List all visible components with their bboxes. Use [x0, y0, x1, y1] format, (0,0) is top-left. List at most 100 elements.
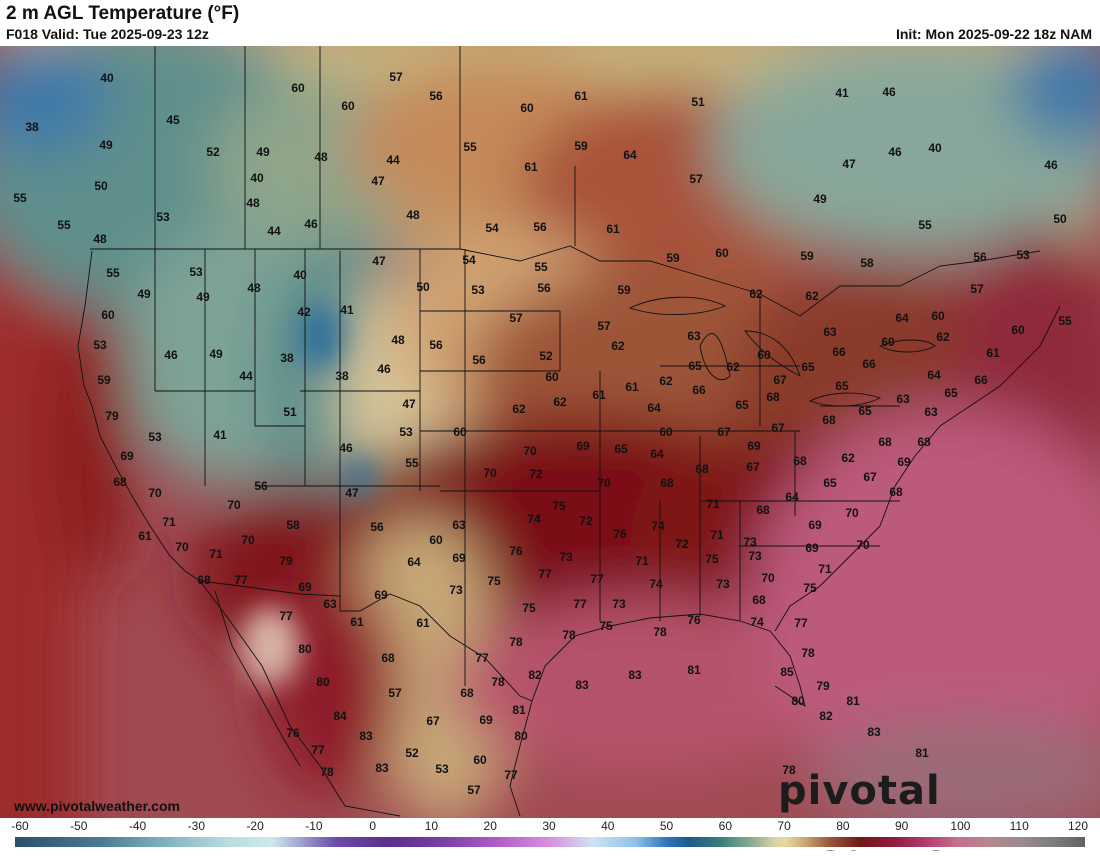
scale-tick-label: -40 [128, 819, 147, 833]
temperature-value: 67 [771, 421, 785, 435]
temperature-map[interactable]: 40 38 49 45 60 57 56 60 60 61 51 46 41 50 52 49 48 44 55 59… [0, 46, 1100, 818]
temperature-value: 58 [860, 256, 874, 270]
temperature-value: 52 [539, 349, 553, 363]
temperature-value: 50 [94, 179, 108, 193]
temperature-value: 81 [512, 703, 526, 717]
temperature-value: 63 [924, 405, 938, 419]
scale-tick-label: -10 [305, 819, 323, 833]
temperature-value: 53 [435, 762, 449, 776]
temperature-value: 81 [915, 746, 929, 760]
temperature-value: 73 [716, 577, 730, 591]
temperature-value: 68 [381, 651, 395, 665]
temperature-value: 55 [534, 260, 548, 274]
temperature-value: 67 [426, 714, 440, 728]
temperature-value: 80 [298, 642, 312, 656]
temperature-value: 69 [479, 713, 493, 727]
mexico-coast [199, 580, 533, 817]
scale-tick-label: 30 [542, 819, 556, 833]
temperature-value: 55 [918, 218, 932, 232]
temperature-value: 49 [813, 192, 827, 206]
temperature-value: 38 [335, 369, 349, 383]
province-lines [154, 46, 576, 249]
temperature-value: 62 [512, 402, 526, 416]
temperature-value: 78 [320, 765, 334, 779]
scale-tick-label: -30 [187, 819, 205, 833]
temperature-value: 73 [559, 550, 573, 564]
temperature-value: 75 [803, 581, 817, 595]
temperature-value: 61 [606, 222, 620, 236]
temperature-value: 83 [375, 761, 389, 775]
temperature-value: 67 [717, 425, 731, 439]
temperature-value: 69 [805, 541, 819, 555]
scale-tick-labels: -60 -50 -40 -30 -20 -10 0 10 20 30 40 50 60 70 80 90 100… [0, 819, 1100, 833]
scale-tick-label: 10 [424, 819, 439, 833]
temperature-value: 41 [213, 428, 227, 442]
temperature-value: 68 [766, 390, 780, 404]
temperature-value: 56 [537, 281, 551, 295]
temperature-value: 60 [341, 99, 355, 113]
temperature-value: 81 [687, 663, 701, 677]
temperature-value: 65 [688, 359, 702, 373]
temperature-value: 61 [350, 615, 364, 629]
temperature-value: 53 [156, 210, 170, 224]
temperature-value: 38 [25, 120, 39, 134]
temperature-value: 71 [209, 547, 223, 561]
temperature-value: 71 [706, 497, 720, 511]
temperature-value: 65 [614, 442, 628, 456]
temperature-value: 74 [527, 512, 541, 526]
temperature-value: 77 [311, 743, 325, 757]
scale-color-bar [15, 837, 1085, 847]
west-coast [77, 250, 201, 582]
temperature-value: 65 [835, 379, 849, 393]
temperature-value: 51 [283, 405, 297, 419]
boundary-lines [77, 46, 1061, 817]
temperature-value: 50 [416, 280, 430, 294]
temperature-value: 76 [613, 527, 627, 541]
temperature-value: 62 [659, 374, 673, 388]
temperature-value: 64 [785, 490, 799, 504]
temperature-value: 69 [897, 455, 911, 469]
temperature-value: 63 [896, 392, 910, 406]
temperature-value: 56 [973, 250, 987, 264]
temperature-value: 66 [862, 357, 876, 371]
temperature-value: 53 [93, 338, 107, 352]
temperature-value: 48 [391, 333, 405, 347]
temperature-value: 85 [780, 665, 794, 679]
temperature-value: 74 [649, 577, 663, 591]
temperature-value: 83 [628, 668, 642, 682]
temperature-value: 75 [487, 574, 501, 588]
temperature-value: 64 [647, 401, 661, 415]
temperature-value: 48 [314, 150, 328, 164]
temperature-value: 60 [715, 246, 729, 260]
temperature-value: 59 [666, 251, 680, 265]
temperature-value: 52 [405, 746, 419, 760]
temperature-value: 56 [254, 479, 268, 493]
map-title: 2 m AGL Temperature (°F) [6, 3, 240, 24]
temperature-value: 62 [726, 360, 740, 374]
temperature-value: 48 [93, 232, 107, 246]
temperature-value: 77 [573, 597, 587, 611]
temperature-value: 68 [197, 573, 211, 587]
temperature-value: 47 [371, 174, 385, 188]
us-canada-border [90, 245, 1041, 317]
temperature-value: 60 [881, 335, 895, 349]
temperature-value: 48 [406, 208, 420, 222]
temperature-value: 46 [888, 145, 902, 159]
model-init-time: Init: Mon 2025-09-22 18z NAM [895, 26, 1092, 42]
temperature-value: 64 [895, 311, 909, 325]
temperature-value: 61 [524, 160, 538, 174]
scale-tick-label: 120 [1067, 819, 1089, 833]
temperature-value: 62 [553, 395, 567, 409]
temperature-value: 68 [460, 686, 474, 700]
temperature-value: 47 [345, 486, 359, 500]
temperature-value: 62 [936, 330, 950, 344]
temperature-value: 57 [388, 686, 402, 700]
temperature-value: 72 [675, 537, 689, 551]
temperature-value: 60 [1011, 323, 1025, 337]
temperature-value: 77 [590, 572, 604, 586]
temperature-value: 66 [974, 373, 988, 387]
temperature-value: 47 [842, 157, 856, 171]
scale-tick-label: 90 [894, 819, 909, 833]
temperature-value: 65 [858, 404, 872, 418]
temperature-value: 80 [791, 694, 805, 708]
